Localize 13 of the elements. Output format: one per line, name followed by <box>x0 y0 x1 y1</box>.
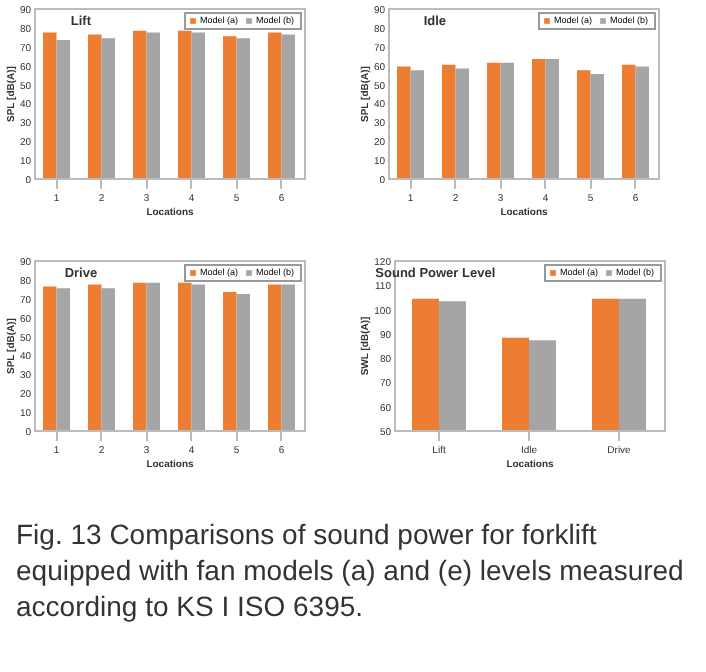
bar <box>577 70 591 178</box>
bar <box>500 62 514 178</box>
bar <box>410 70 424 178</box>
bar <box>545 59 559 178</box>
bar <box>455 68 469 178</box>
bar <box>532 59 546 178</box>
bar <box>635 66 649 178</box>
bar <box>622 64 636 178</box>
caption: Fig. 13 Comparisons of sound power for forklift equipped with fan models (a) and (e) levels measured according to KS I ISO 6395. <box>16 516 686 624</box>
bar <box>397 66 411 178</box>
bar <box>487 62 501 178</box>
bar <box>442 64 456 178</box>
bar <box>590 74 604 178</box>
